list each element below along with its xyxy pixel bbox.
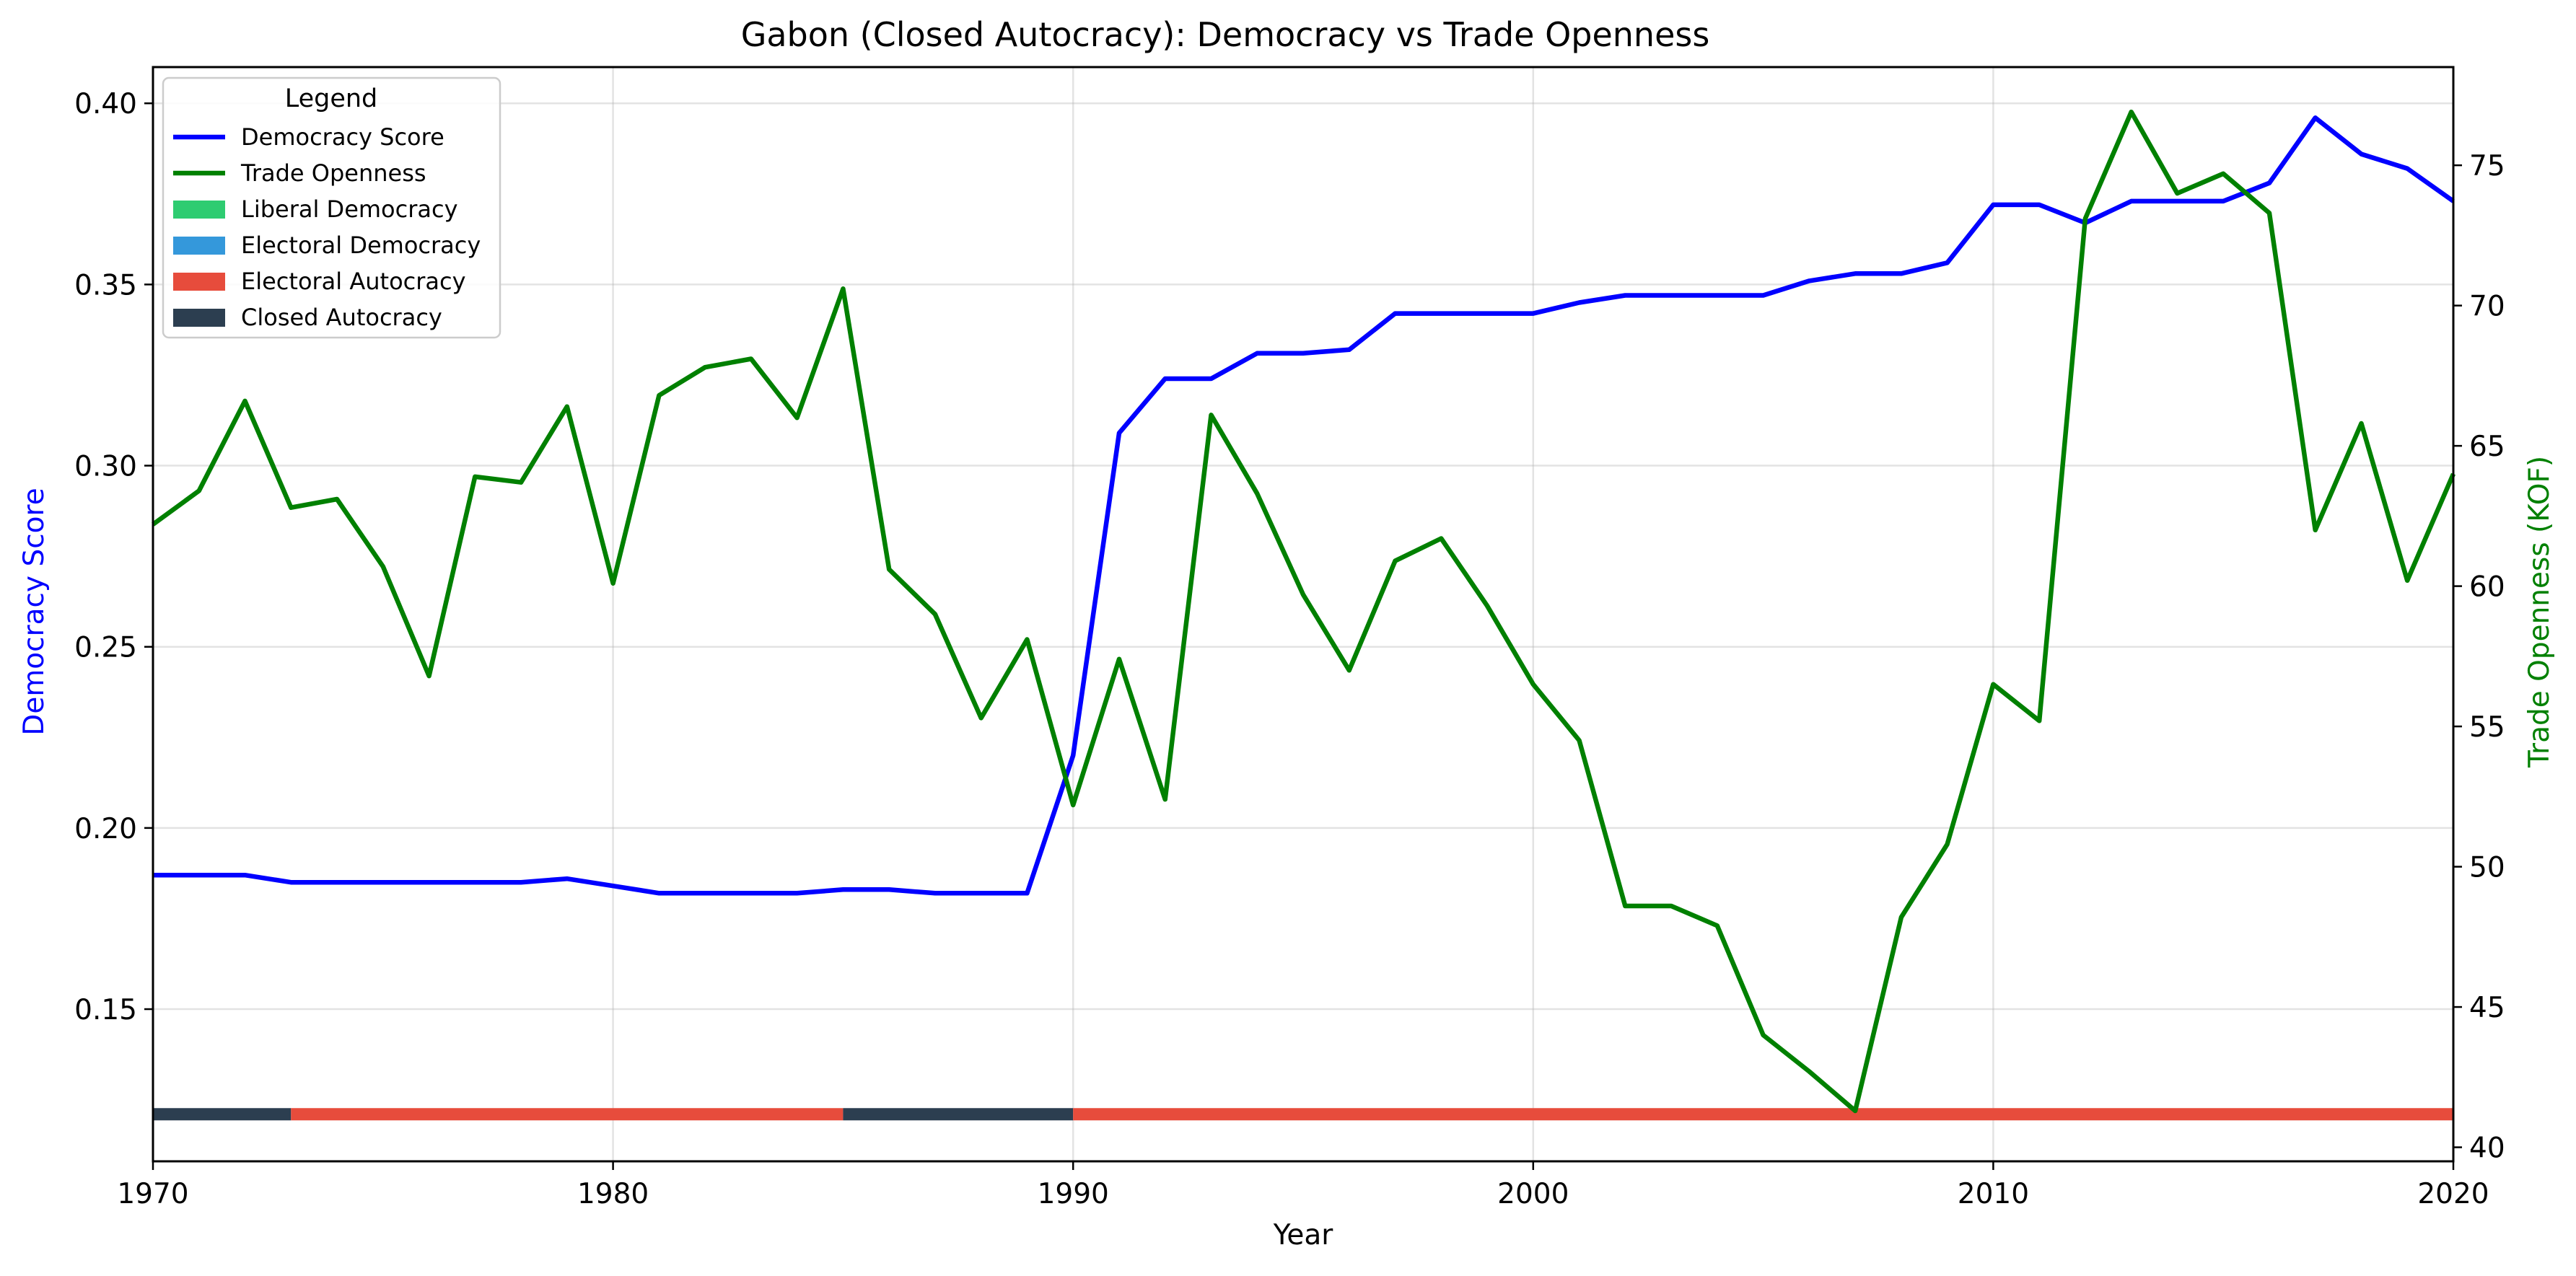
legend-electoral-autocracy-label: Electoral Autocracy xyxy=(241,268,466,295)
x-axis-title: Year xyxy=(1273,1219,1334,1251)
legend-closed-autocracy-swatch xyxy=(173,309,225,327)
x-tick-label: 1980 xyxy=(577,1178,649,1210)
legend-title: Legend xyxy=(285,84,378,113)
y-right-tick-label: 70 xyxy=(2469,291,2505,323)
y-right-tick-label: 55 xyxy=(2469,711,2505,744)
y-right-tick-label: 75 xyxy=(2469,150,2505,182)
legend-electoral-autocracy-swatch xyxy=(173,273,225,291)
y-left-tick-label: 0.15 xyxy=(74,994,137,1026)
y-left-tick-label: 0.40 xyxy=(74,88,137,120)
y-left-tick-label: 0.25 xyxy=(74,632,137,664)
y-left-tick-label: 0.20 xyxy=(74,813,137,845)
x-tick-label: 2020 xyxy=(2417,1178,2489,1210)
x-tick-label: 1990 xyxy=(1038,1178,1109,1210)
y-left-tick-label: 0.30 xyxy=(74,451,137,483)
y-right-tick-label: 50 xyxy=(2469,852,2505,884)
legend-democracy-score-label: Democracy Score xyxy=(241,123,444,151)
y-right-tick-label: 65 xyxy=(2469,431,2505,463)
legend-closed-autocracy-label: Closed Autocracy xyxy=(241,304,442,331)
y-axis-right-title: Trade Openness (KOF) xyxy=(2523,456,2556,768)
x-tick-label: 2000 xyxy=(1497,1178,1569,1210)
chart-title: Gabon (Closed Autocracy): Democracy vs T… xyxy=(741,15,1710,54)
legend-electoral-democracy-label: Electoral Democracy xyxy=(241,232,481,259)
y-right-tick-label: 40 xyxy=(2469,1132,2505,1165)
legend-liberal-democracy-swatch xyxy=(173,201,225,219)
legend-trade-openness-label: Trade Openness xyxy=(240,159,426,187)
y-right-tick-label: 45 xyxy=(2469,992,2505,1024)
y-left-tick-label: 0.35 xyxy=(74,269,137,302)
legend-electoral-democracy-swatch xyxy=(173,237,225,255)
x-tick-label: 1970 xyxy=(117,1178,188,1210)
legend-liberal-democracy-label: Liberal Democracy xyxy=(241,195,458,223)
y-axis-left-title: Democracy Score xyxy=(18,488,51,735)
y-right-tick-label: 60 xyxy=(2469,571,2505,604)
x-tick-label: 2010 xyxy=(1958,1178,2029,1210)
legend: Legend Democracy Score Trade Openness Libe… xyxy=(163,78,500,338)
